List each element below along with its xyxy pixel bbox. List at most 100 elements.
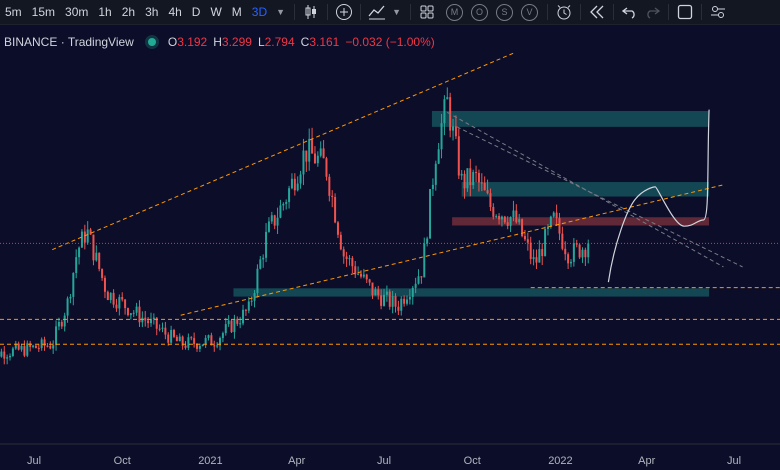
candle-down [564, 248, 567, 255]
timeframe-3h[interactable]: 3h [145, 5, 159, 19]
candle-up [95, 252, 98, 261]
candle-up [509, 217, 512, 226]
candle-down [498, 215, 501, 220]
timeframe-chevron-down-icon[interactable]: ▼ [276, 7, 286, 17]
time-axis-tick-label: Jul [27, 455, 41, 467]
candle-down [236, 318, 239, 324]
candle-up [426, 238, 429, 244]
settings-sliders-icon[interactable] [707, 0, 729, 24]
indicator-circle-s[interactable]: S [495, 3, 513, 21]
replay-rewind-icon[interactable] [586, 0, 608, 24]
candle-up [0, 351, 3, 357]
candle-down [521, 219, 524, 237]
timeframe-5m[interactable]: 5m [5, 5, 22, 19]
candle-up [66, 298, 69, 316]
toolbar-divider [546, 4, 548, 20]
candle-up [221, 333, 224, 339]
candle-up [429, 189, 432, 239]
candle-up [285, 202, 288, 204]
alert-clock-icon[interactable] [553, 0, 575, 24]
redo-icon[interactable] [641, 0, 663, 24]
candle-up [239, 323, 242, 325]
indicators-icon[interactable] [366, 0, 388, 24]
candle-up [178, 336, 181, 342]
candle-down [529, 242, 532, 260]
indicators-chevron-down-icon[interactable]: ▼ [392, 7, 401, 17]
candle-up [431, 184, 434, 190]
timeframe-3d[interactable]: 3D [251, 5, 268, 19]
candle-down [112, 292, 115, 305]
trend-line [52, 51, 516, 251]
candle-up [437, 149, 440, 164]
symbol-title[interactable]: BINANCE · TradingView [4, 35, 134, 49]
fullscreen-square-icon[interactable] [674, 0, 696, 24]
candle-down [368, 279, 371, 283]
candle-down [305, 150, 308, 162]
candle-up [282, 203, 285, 206]
candle-down [155, 317, 158, 329]
undo-icon[interactable] [619, 0, 641, 24]
candle-up [55, 326, 58, 346]
candle-up [288, 188, 291, 203]
trend-line [456, 126, 743, 268]
candle-down [138, 306, 141, 323]
candle-down [121, 297, 124, 300]
low-value: 2.794 [264, 35, 295, 49]
candle-down [175, 336, 178, 342]
candle-up [406, 299, 409, 304]
timeframe-m[interactable]: M [231, 5, 242, 19]
candle-down [558, 218, 561, 234]
trend-line [180, 184, 724, 316]
time-axis-tick-label: Oct [464, 455, 481, 467]
candle-up [391, 296, 394, 307]
zone-layer [233, 110, 710, 297]
candle-up [383, 294, 385, 306]
timeframe-w[interactable]: W [210, 5, 222, 19]
layout-grid-icon[interactable] [416, 0, 438, 24]
close-value: 3.161 [309, 35, 340, 49]
indicator-circle-m[interactable]: M [445, 3, 463, 21]
timeframe-4h[interactable]: 4h [168, 5, 182, 19]
candle-down [506, 222, 509, 226]
time-axis-tick-label: Apr [288, 455, 305, 467]
timeframe-15m[interactable]: 15m [31, 5, 56, 19]
candle-down [43, 339, 46, 346]
candle-down [342, 249, 345, 257]
candle-down [17, 343, 20, 350]
candle-down [293, 178, 296, 191]
candle-up [132, 312, 135, 314]
candle-down [388, 291, 391, 307]
candle-up [250, 300, 253, 302]
candle-up [152, 317, 155, 319]
symbol-legend: BINANCE · TradingView O 3.192 H 3.299 L 2.7… [4, 35, 441, 49]
candle-up [6, 357, 9, 359]
candle-down [60, 322, 63, 327]
candle-down [98, 252, 101, 269]
candle-down [83, 231, 86, 243]
candle-down [454, 126, 457, 137]
timeframe-2h[interactable]: 2h [121, 5, 136, 19]
candle-up [290, 178, 293, 189]
candle-up [374, 289, 377, 296]
candle-up [242, 309, 245, 324]
candle-down [103, 277, 106, 292]
price-chart[interactable]: Jul Oct 2021 Apr Jul Oct 2022 Apr Jul [0, 26, 780, 470]
candle-down [334, 196, 337, 223]
candlestick-chart-type-icon[interactable] [300, 0, 322, 24]
candle-up [224, 324, 227, 334]
timeframe-1h[interactable]: 1h [98, 5, 112, 19]
candle-down [328, 176, 331, 196]
candle-down [359, 273, 362, 277]
candle-up [512, 210, 515, 218]
candle-up [581, 249, 584, 258]
toolbar-divider [667, 4, 669, 20]
candle-down [397, 306, 400, 311]
indicator-circle-v[interactable]: V [520, 3, 538, 21]
indicator-circle-o[interactable]: O [470, 3, 488, 21]
timeframe-30m[interactable]: 30m [65, 5, 89, 19]
add-plus-icon[interactable] [333, 0, 355, 24]
candle-up [262, 257, 265, 260]
timeframe-d[interactable]: D [191, 5, 201, 19]
toolbar-divider [700, 4, 702, 20]
candle-up [544, 229, 547, 257]
